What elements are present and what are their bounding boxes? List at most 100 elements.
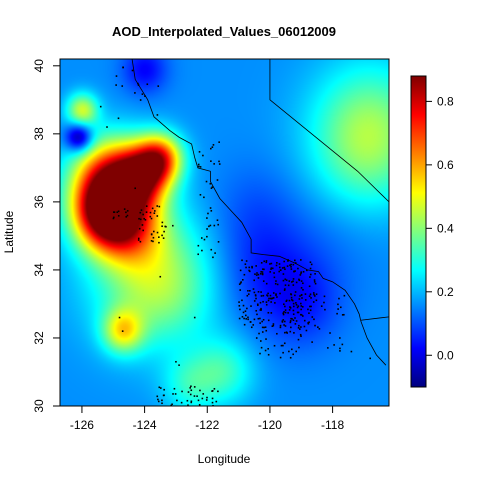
- station-dot: [287, 284, 290, 287]
- station-dot: [251, 265, 253, 268]
- station-dot: [255, 265, 257, 267]
- station-dot: [139, 211, 142, 214]
- station-dot: [139, 99, 142, 101]
- station-dot: [350, 350, 353, 353]
- station-dot: [156, 215, 159, 217]
- station-dot: [275, 280, 277, 282]
- station-dot: [199, 389, 201, 392]
- station-dot: [279, 326, 282, 329]
- x-tick-label: -126: [70, 418, 94, 432]
- station-dot: [300, 272, 302, 275]
- station-dot: [291, 348, 293, 351]
- station-dot: [337, 308, 339, 310]
- station-dot: [312, 292, 315, 294]
- station-dot: [300, 259, 302, 261]
- station-dot: [269, 294, 272, 297]
- station-dot: [162, 237, 165, 239]
- station-dot: [201, 397, 204, 400]
- station-dot: [211, 186, 214, 188]
- station-dot: [284, 268, 286, 271]
- station-dot: [303, 325, 306, 328]
- station-dot: [259, 273, 262, 275]
- station-dot: [210, 147, 212, 150]
- station-points: [99, 66, 371, 406]
- station-dot: [145, 205, 148, 207]
- station-dot: [276, 332, 278, 335]
- station-dot: [246, 294, 249, 297]
- station-dot: [327, 347, 329, 349]
- station-dot: [312, 301, 315, 303]
- station-dot: [115, 75, 118, 77]
- station-dot: [308, 285, 311, 288]
- station-dot: [323, 301, 325, 304]
- station-dot: [206, 396, 208, 399]
- station-dot: [212, 256, 214, 259]
- station-dot: [272, 323, 275, 325]
- coastline-line: [131, 59, 362, 322]
- station-dot: [270, 312, 273, 314]
- station-dot: [286, 265, 289, 267]
- station-dot: [241, 315, 244, 318]
- station-dot: [247, 316, 249, 319]
- station-dot: [216, 219, 219, 222]
- station-dot: [193, 395, 196, 397]
- station-dot: [261, 331, 264, 333]
- station-dot: [290, 296, 293, 299]
- station-dot: [193, 386, 196, 388]
- station-dot: [238, 301, 240, 303]
- station-dot: [126, 210, 129, 212]
- station-dot: [314, 282, 317, 285]
- station-dot: [284, 305, 286, 308]
- station-dot: [161, 221, 164, 224]
- station-dot: [171, 403, 173, 406]
- station-dot: [113, 216, 115, 219]
- colorbar-tick-label: 0.6: [437, 158, 454, 172]
- station-dot: [250, 326, 253, 329]
- chart-title: AOD_Interpolated_Values_06012009: [112, 24, 336, 39]
- station-dot: [295, 320, 298, 322]
- station-dot: [190, 389, 193, 392]
- station-dot: [295, 350, 298, 353]
- station-dot: [208, 225, 210, 228]
- station-dot: [112, 217, 115, 220]
- station-dot: [158, 205, 161, 208]
- station-dot: [265, 260, 268, 262]
- station-dot: [149, 215, 152, 218]
- station-dot: [144, 95, 146, 97]
- station-dot: [324, 308, 326, 311]
- station-dot: [300, 308, 302, 311]
- station-dot: [262, 280, 265, 282]
- station-dot: [253, 318, 256, 321]
- station-dot: [278, 270, 280, 273]
- y-tick-label: 32: [32, 331, 46, 345]
- station-dot: [209, 224, 212, 227]
- station-dot: [270, 267, 273, 269]
- station-dot: [308, 312, 310, 314]
- station-dot: [165, 225, 167, 228]
- station-dot: [290, 317, 292, 320]
- station-dot: [260, 307, 262, 310]
- station-dot: [145, 211, 148, 213]
- station-dot: [292, 309, 295, 312]
- station-dot: [116, 211, 119, 214]
- station-dot: [134, 187, 136, 190]
- station-dot: [249, 321, 252, 323]
- station-dot: [257, 273, 260, 276]
- station-dot: [253, 279, 256, 282]
- colorbar-ticks: 0.0 0.2 0.4 0.6 0.8: [426, 94, 454, 362]
- station-dot: [299, 274, 302, 276]
- station-dot: [300, 280, 303, 282]
- station-dot: [267, 299, 270, 302]
- colorbar-tick-label: 0.0: [437, 348, 454, 362]
- station-dot: [205, 399, 208, 401]
- station-dot: [283, 342, 286, 345]
- station-dot: [290, 293, 292, 295]
- station-dot: [141, 224, 144, 226]
- station-dot: [203, 196, 205, 199]
- station-dot: [239, 282, 242, 284]
- station-dot: [266, 295, 269, 297]
- station-dot: [260, 271, 262, 273]
- station-dot: [126, 214, 129, 217]
- station-dot: [156, 231, 159, 234]
